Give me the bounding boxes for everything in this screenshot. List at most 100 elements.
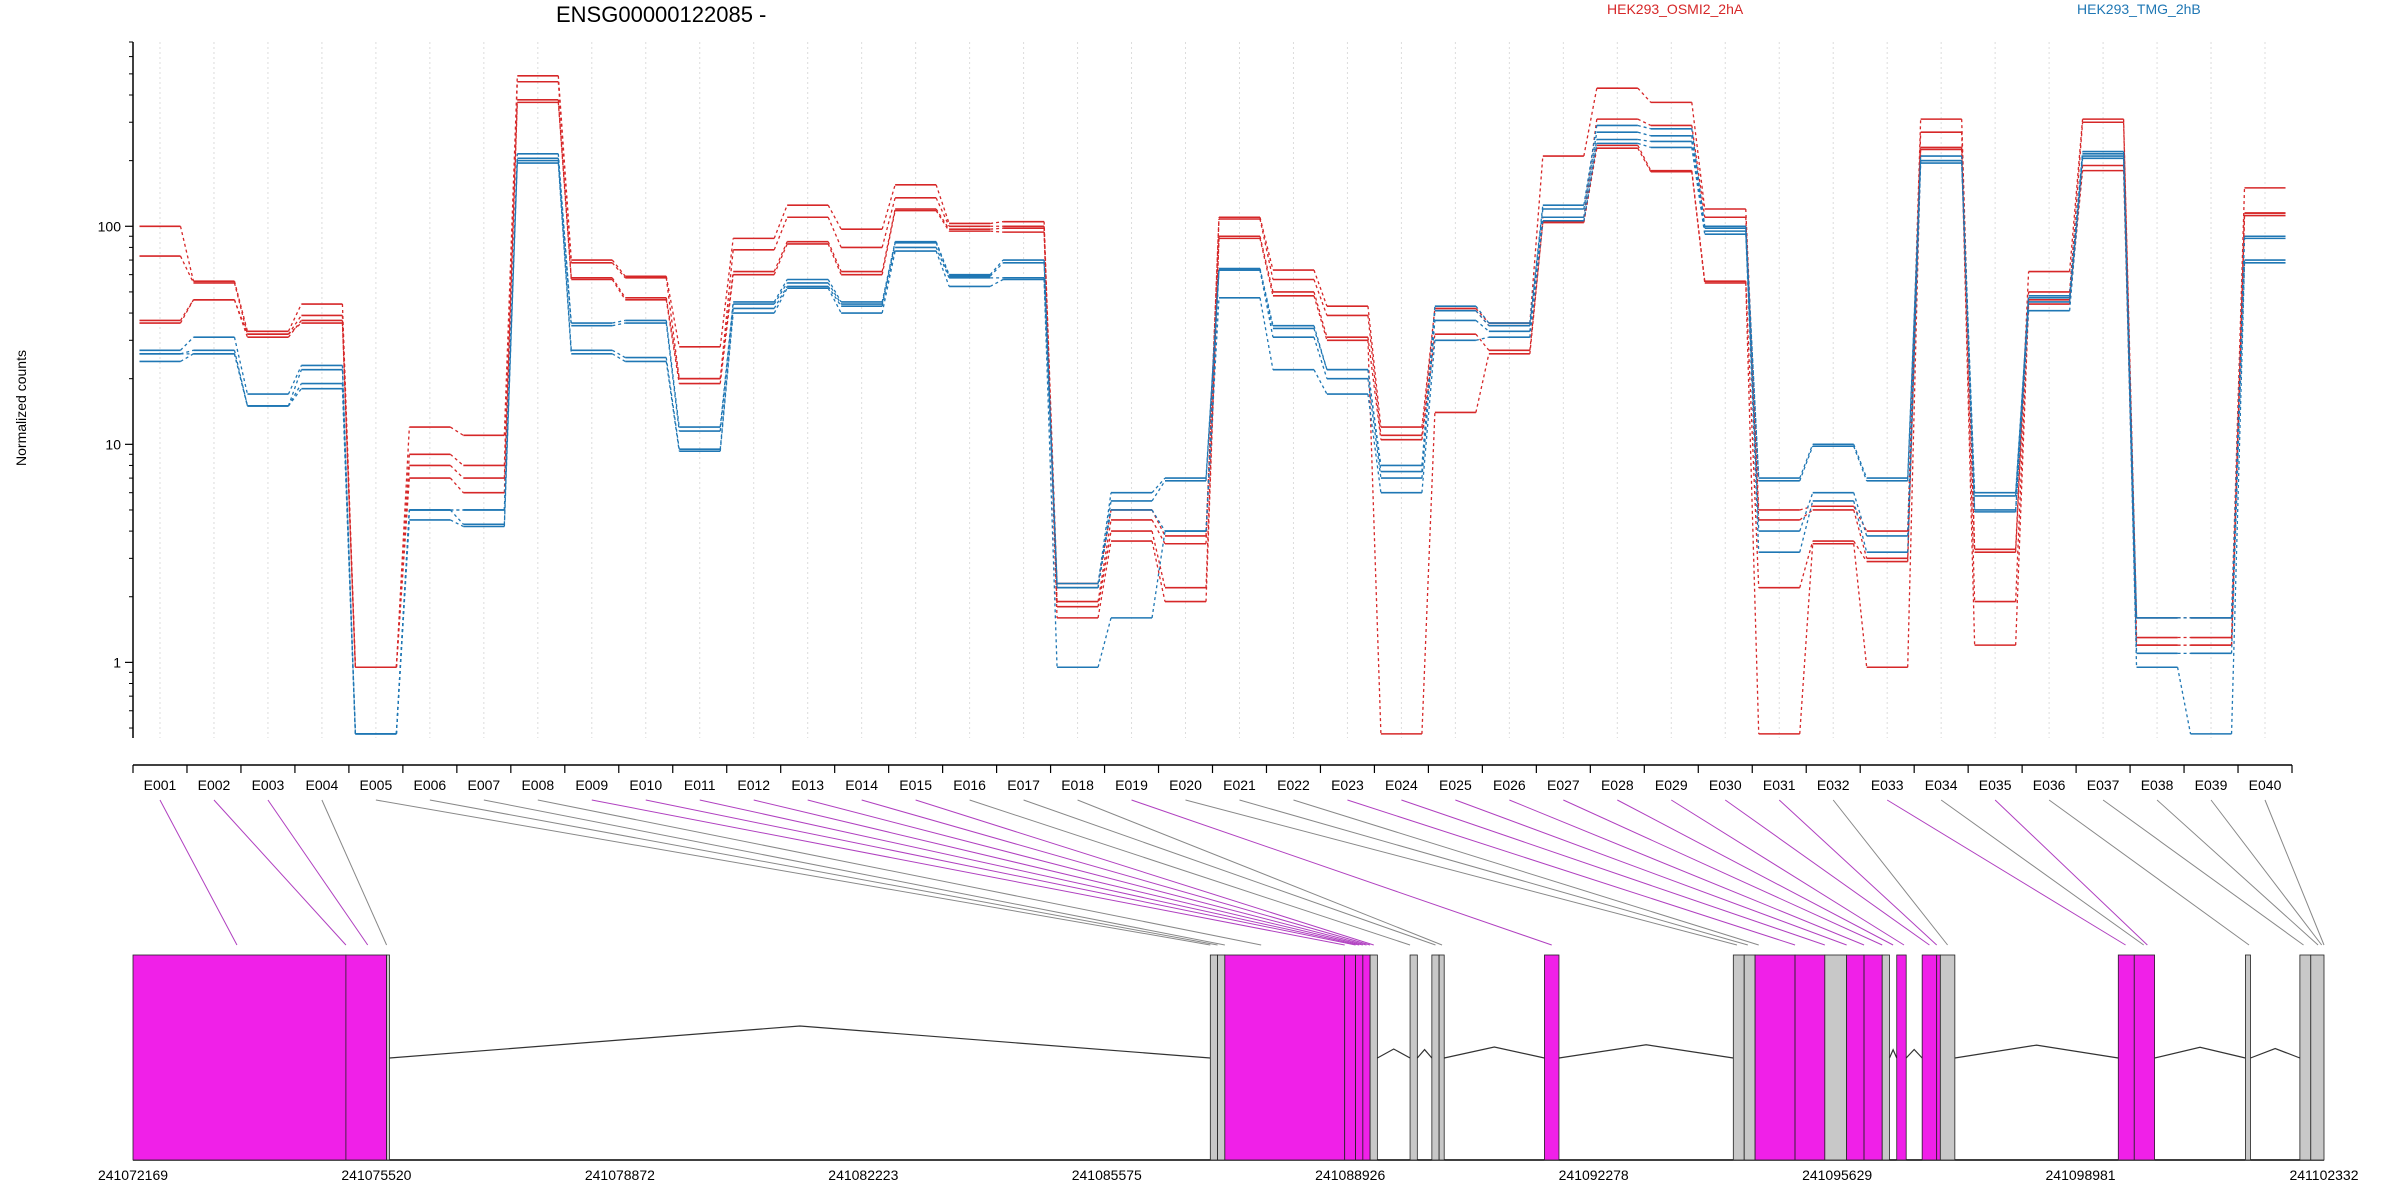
series-connector: [989, 262, 1004, 277]
series-connector: [179, 299, 195, 324]
exon-connector-line: [807, 799, 1367, 946]
series-connector: [2068, 158, 2084, 311]
series-connector: [827, 241, 842, 272]
exon-connector-line: [1401, 799, 1825, 946]
series-connector: [1367, 378, 1382, 479]
series-connector: [1259, 269, 1274, 338]
x-tick-label: E023: [1331, 777, 1364, 793]
series-connector: [233, 337, 249, 395]
exon-connector-line: [1563, 799, 1883, 946]
exon-connector-line: [1509, 799, 1865, 946]
series-connector: [827, 216, 842, 248]
exon-block: [345, 954, 387, 1161]
series-connector: [1637, 124, 1651, 130]
series-connector: [1691, 125, 1706, 218]
series-connector: [2068, 155, 2084, 302]
exon-connector-line: [645, 799, 1356, 946]
series-connector: [990, 221, 1004, 225]
series-connector: [395, 509, 411, 734]
gene-model: 241072169 241075520 241078872 241082223 2410…: [98, 954, 2359, 1183]
x-tick-label: E012: [737, 777, 770, 793]
exon-connector-line: [1940, 799, 2145, 946]
exon-block: [1209, 954, 1218, 1161]
series-connector: [1367, 340, 1382, 734]
series-connector: [557, 162, 572, 354]
series-connector: [1313, 295, 1328, 341]
series-connector: [989, 259, 1004, 276]
intron-line: [1558, 1044, 1734, 1059]
series-connector: [881, 247, 896, 307]
series-connector: [1637, 131, 1651, 137]
series-connector: [1475, 333, 1490, 351]
series-connector: [1583, 132, 1598, 210]
series-connector: [1637, 118, 1652, 127]
series-connector: [989, 278, 1004, 287]
series-connector: [1151, 530, 1166, 588]
series-connector: [1637, 142, 1651, 149]
series-connector: [1097, 530, 1112, 607]
exon-block: [1217, 954, 1226, 1161]
series-connector: [288, 322, 302, 335]
series-connector: [449, 453, 464, 466]
exon-connector-line: [1077, 799, 1443, 946]
series-connector: [557, 158, 572, 326]
series-connector: [1097, 617, 1112, 668]
series-connector: [1367, 369, 1382, 472]
exon-connector-line: [537, 799, 1262, 946]
x-tick-label: E034: [1925, 777, 1958, 793]
y-tick-label: 10: [105, 436, 121, 452]
series-connector: [1367, 337, 1382, 440]
x-tick-label: E018: [1061, 777, 1094, 793]
series-connector: [1421, 320, 1436, 479]
x-tick-label: E002: [198, 777, 231, 793]
legend-entry-osmi2: HEK293_OSMI2_2hA: [1607, 1, 1744, 17]
x-tick-label: E013: [791, 777, 824, 793]
series-connector: [1529, 208, 1544, 326]
exon-block: [2299, 954, 2312, 1161]
exon-block: [1224, 954, 1346, 1161]
exon-connector-line: [1724, 799, 1930, 946]
series-connector: [881, 242, 896, 305]
series-connector: [1421, 308, 1436, 428]
exon-connector-line: [753, 799, 1363, 946]
exon-connector-line: [267, 799, 369, 946]
series-connector: [1583, 143, 1598, 221]
series-connector: [1691, 147, 1706, 235]
series-connector: [287, 303, 302, 332]
series-connector: [665, 299, 680, 384]
series-connector: [1745, 228, 1760, 481]
exon-block: [1355, 954, 1364, 1161]
exon-block: [1896, 954, 1907, 1161]
coordinate-tick-label: 241088926: [1315, 1167, 1385, 1183]
x-tick-label: E019: [1115, 777, 1148, 793]
series-connector: [990, 230, 1004, 233]
series-connector: [881, 197, 896, 248]
intron-line: [1444, 1046, 1545, 1059]
intron-line: [389, 1025, 1211, 1059]
x-tick-label: E015: [899, 777, 932, 793]
exon-connector-line: [483, 799, 1225, 946]
series-connector: [1151, 540, 1166, 602]
series-connector: [1421, 340, 1436, 493]
exon-connector-line: [1131, 799, 1552, 946]
series-connector: [665, 277, 680, 379]
series-connector: [341, 320, 357, 668]
series-connector: [935, 208, 950, 230]
series-connector: [2122, 119, 2138, 618]
series-connector: [773, 282, 788, 305]
x-tick-label: E003: [252, 777, 285, 793]
series-connector: [2230, 262, 2246, 734]
exon-block: [1921, 954, 1938, 1161]
series-connector: [1961, 149, 1976, 646]
series-connector: [827, 204, 842, 230]
series-connector: [1529, 205, 1544, 324]
series-connector: [2122, 158, 2138, 668]
x-tick-label: E032: [1817, 777, 1850, 793]
series-connector: [719, 238, 734, 347]
series-connector: [1205, 297, 1220, 532]
x-tick-label: E028: [1601, 777, 1634, 793]
series-connector: [1853, 543, 1868, 668]
series-connector: [1583, 139, 1598, 218]
exon-connector-line: [591, 799, 1345, 946]
